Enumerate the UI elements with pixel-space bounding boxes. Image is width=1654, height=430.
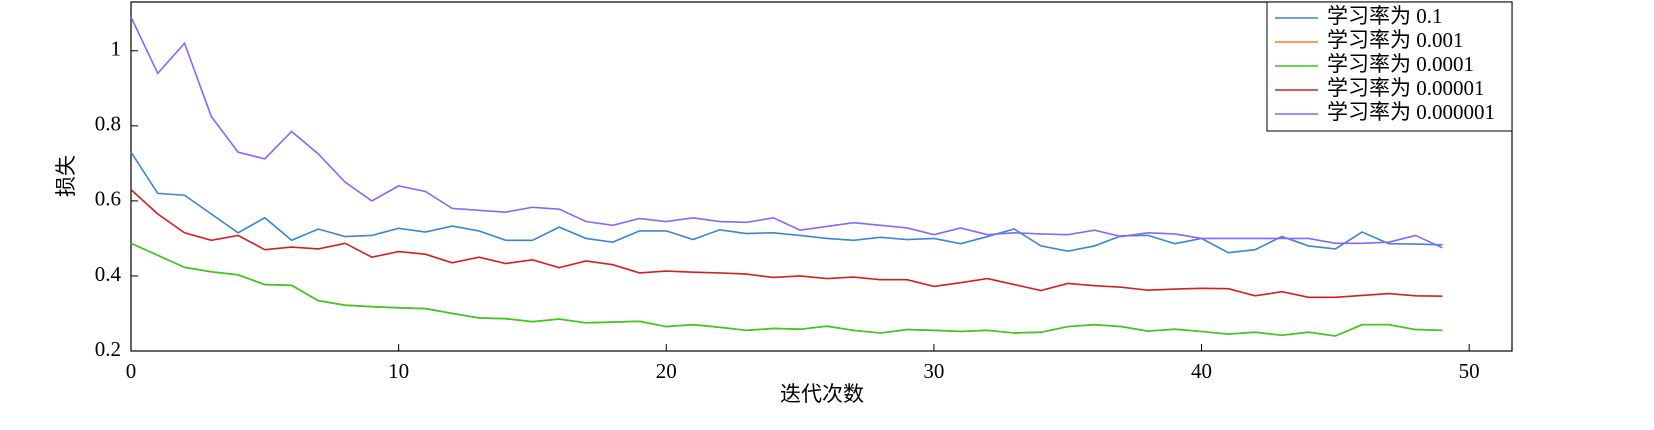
y-tick-label: 0.4: [95, 262, 122, 286]
legend-label: 学习率为 0.00001: [1327, 76, 1485, 100]
y-axis-label: 损失: [54, 155, 78, 197]
y-tick-label: 0.2: [95, 337, 121, 361]
x-tick-label: 20: [656, 359, 677, 383]
legend-label: 学习率为 0.0001: [1327, 52, 1474, 76]
x-tick-label: 30: [923, 359, 944, 383]
series-line: [130, 189, 1443, 299]
x-tick-label: 0: [126, 359, 137, 383]
series-line: [130, 242, 1443, 337]
x-tick-label: 50: [1459, 359, 1480, 383]
x-tick-label: 40: [1191, 359, 1212, 383]
legend-label: 学习率为 0.001: [1327, 28, 1464, 52]
y-tick-label: 0.6: [95, 187, 121, 211]
legend-label: 学习率为 0.1: [1327, 4, 1443, 28]
x-tick-label: 10: [388, 359, 409, 383]
series-line: [130, 16, 1443, 249]
series-line: [130, 242, 1443, 337]
legend-label: 学习率为 0.000001: [1327, 100, 1495, 124]
x-axis-label: 迭代次数: [780, 382, 864, 406]
y-tick-label: 0.8: [95, 112, 121, 136]
y-tick-label: 1: [111, 37, 122, 61]
plot-frame: [130, 1, 1513, 352]
series-line: [130, 151, 1443, 254]
